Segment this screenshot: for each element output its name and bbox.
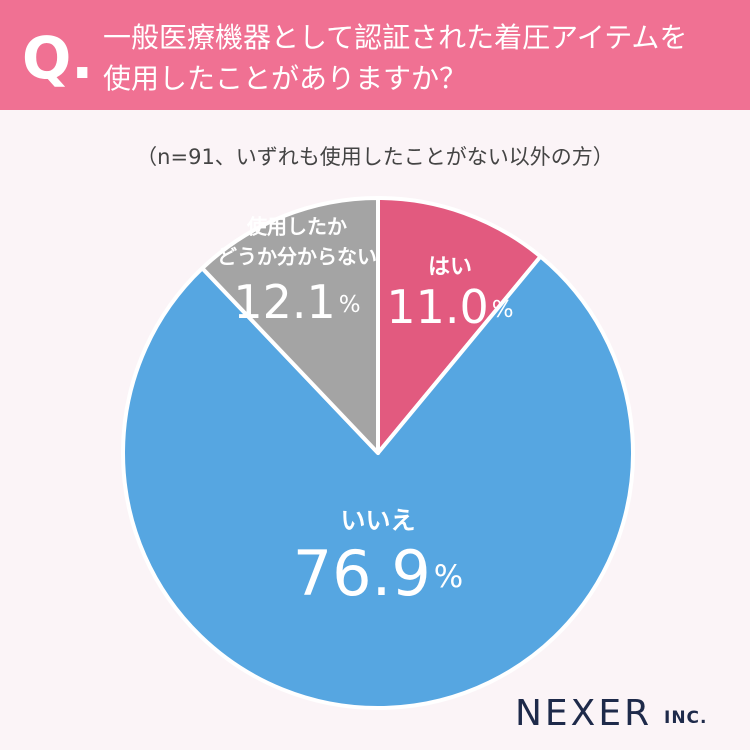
title-line: 一般医療機器として認証された着圧アイテムを <box>103 21 687 54</box>
value-number: 12.1 <box>233 275 335 329</box>
brand-suffix: INC. <box>664 708 708 728</box>
header-band <box>0 0 750 110</box>
slice-label: はい <box>428 255 472 280</box>
value-unit: % <box>492 297 514 323</box>
pie-slice <box>200 196 380 455</box>
value-label: 11.0% <box>386 280 513 334</box>
title-line: 使用したことがありますか？ <box>103 62 467 95</box>
slice-label: いいえ <box>340 506 415 535</box>
value-unit: % <box>434 559 463 595</box>
pie <box>121 196 635 710</box>
question-mark: Q. <box>22 24 93 92</box>
slice-label: どうか分からない <box>217 245 377 269</box>
value-number: 11.0 <box>386 280 488 334</box>
value-label: 12.1% <box>233 275 360 329</box>
pie-slice <box>121 254 635 710</box>
value-label: 76.9% <box>293 537 464 610</box>
subtitle: （n=91、いずれも使用したことがない以外の方） <box>136 145 614 169</box>
pie-slice <box>376 196 543 455</box>
value-number: 76.9 <box>293 537 431 610</box>
brand: NEXER <box>515 693 652 734</box>
value-unit: % <box>339 292 361 318</box>
slice-label: 使用したか <box>246 215 347 239</box>
